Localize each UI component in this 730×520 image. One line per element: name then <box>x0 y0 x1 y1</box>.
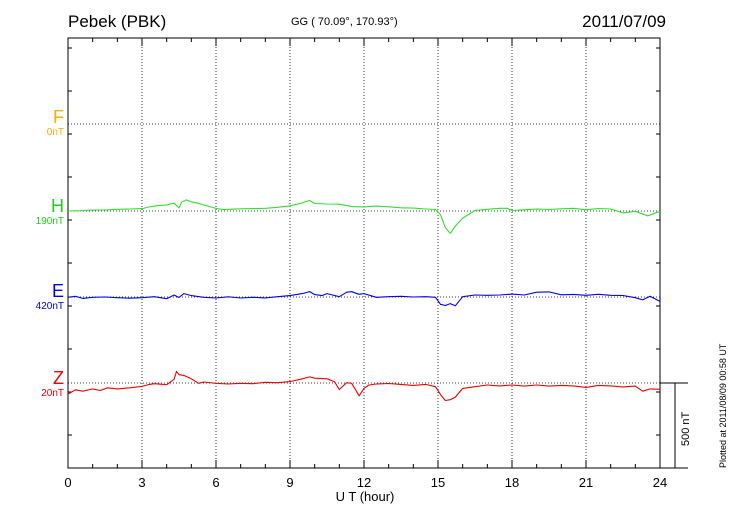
x-tick-label: 24 <box>653 475 667 490</box>
x-tick-label: 0 <box>64 475 71 490</box>
component-label-e: E 420nT <box>4 281 64 313</box>
x-tick-label: 12 <box>357 475 371 490</box>
x-tick-label: 3 <box>138 475 145 490</box>
x-tick-label: 6 <box>212 475 219 490</box>
x-tick-label: 15 <box>431 475 445 490</box>
series-line-z <box>67 370 661 402</box>
x-tick-label: 9 <box>286 475 293 490</box>
x-tick-label: 18 <box>505 475 519 490</box>
series-name-z: Z <box>53 368 64 388</box>
coordinates-label: GG ( 70.09°, 170.93°) <box>291 16 398 28</box>
series-baseline-f: 0nT <box>46 127 64 138</box>
series-line-e <box>67 291 661 307</box>
component-label-f: F 0nT <box>4 107 64 139</box>
x-axis-label: U T (hour) <box>335 489 395 504</box>
series-line-h <box>67 199 661 234</box>
plotted-timestamp: Plotted at 2011/08/09 00:58 UT <box>718 343 728 468</box>
axis-ticks: 0 3 6 9 12 15 18 21 24 <box>64 38 667 490</box>
series-traces <box>67 199 661 402</box>
series-name-h: H <box>51 196 64 216</box>
plot-frame <box>67 37 661 469</box>
scale-bar-label: 500 nT <box>680 411 692 446</box>
series-baseline-e: 420nT <box>35 301 64 312</box>
station-title: Pebek (PBK) <box>68 12 167 31</box>
x-tick-label: 21 <box>579 475 593 490</box>
series-baseline-z: 20nT <box>41 388 64 399</box>
date-label: 2011/07/09 <box>582 12 666 31</box>
scale-bar <box>660 382 688 469</box>
series-baseline-h: 190nT <box>35 216 64 227</box>
component-label-h: H 190nT <box>4 196 64 228</box>
component-label-z: Z 20nT <box>4 368 64 400</box>
chart-grid <box>68 38 660 468</box>
series-name-e: E <box>51 281 64 301</box>
series-name-f: F <box>53 107 64 127</box>
